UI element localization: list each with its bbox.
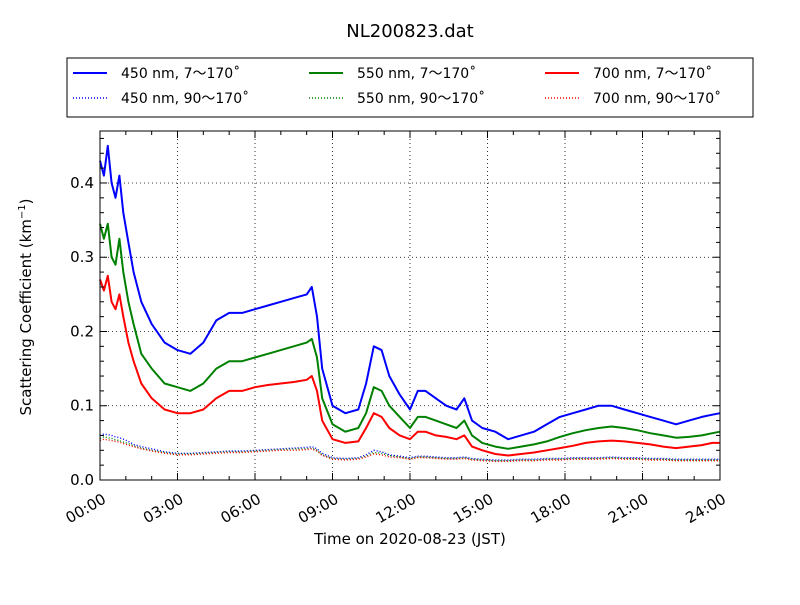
legend-label-0: 450 nm, 7～170˚ bbox=[121, 65, 240, 82]
series-line-0 bbox=[99, 144, 721, 441]
y-tick-label: 0.4 bbox=[70, 174, 94, 192]
legend-label-3: 450 nm, 90～170˚ bbox=[121, 90, 249, 107]
series-line-2 bbox=[99, 274, 720, 457]
legend-frame bbox=[66, 57, 754, 118]
y-axis-label-superscript: −1 bbox=[17, 204, 28, 219]
grid bbox=[100, 131, 720, 480]
y-axis-label-tail: ) bbox=[17, 198, 35, 204]
legend: 450 nm, 7～170˚ 450 nm, 90～170˚ 550 nm, 7～1… bbox=[66, 57, 754, 118]
legend-label-1: 550 nm, 7～170˚ bbox=[357, 65, 476, 82]
x-axis-label: Time on 2020-08-23 (JST) bbox=[313, 530, 506, 548]
y-tick-label: 0.2 bbox=[70, 322, 94, 340]
series-line-1 bbox=[99, 222, 721, 450]
legend-label-2: 700 nm, 7～170˚ bbox=[593, 65, 712, 82]
y-tick-label: 0.1 bbox=[70, 397, 94, 415]
y-axis-label: Scattering Coefficient (km−1) bbox=[17, 198, 35, 415]
y-tick-label: 0.3 bbox=[70, 248, 94, 266]
plot-area bbox=[99, 144, 721, 463]
series-line-4 bbox=[99, 436, 720, 462]
y-tick-label: 0.0 bbox=[70, 471, 94, 489]
plot-background bbox=[100, 131, 720, 480]
legend-label-4: 550 nm, 90～170˚ bbox=[357, 90, 485, 107]
chart-title: NL200823.dat bbox=[346, 21, 473, 42]
legend-label-5: 700 nm, 90～170˚ bbox=[593, 90, 721, 107]
y-axis-label-main: Scattering Coefficient (km bbox=[17, 219, 35, 415]
